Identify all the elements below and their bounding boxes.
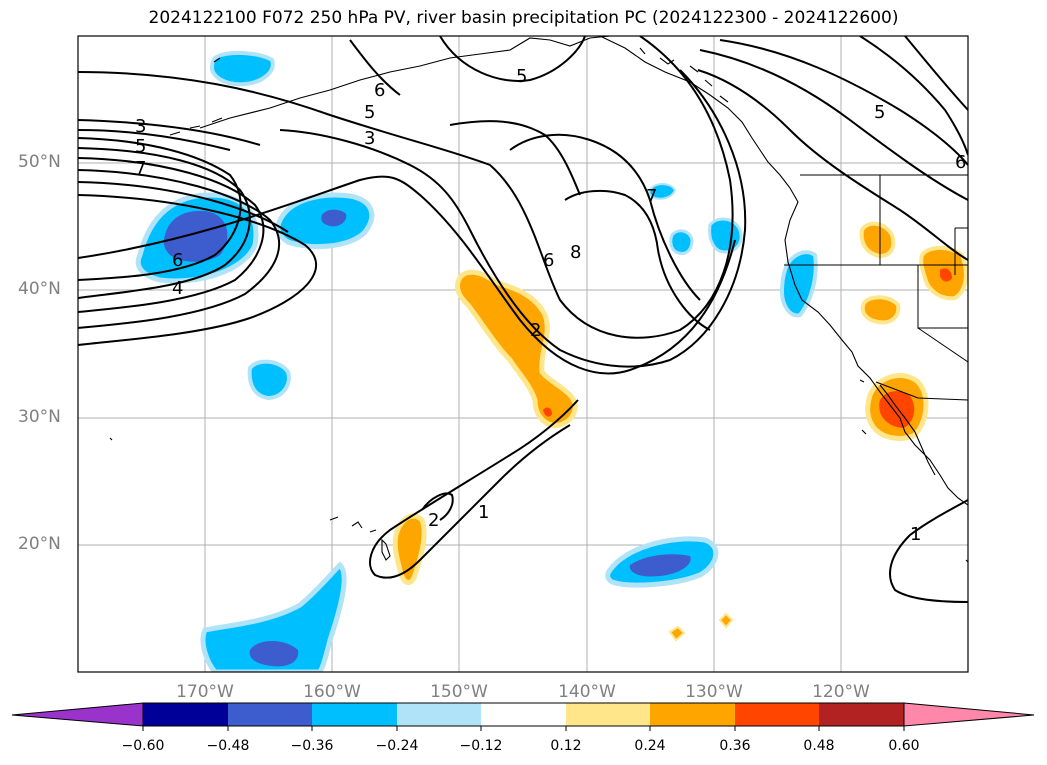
contour-label: 2 bbox=[428, 510, 439, 531]
colorbar-tick-label: −0.60 bbox=[121, 738, 165, 754]
colorbar-tick-label: 0.60 bbox=[888, 738, 920, 754]
contour-labels: 3 5 7 6 4 6 5 3 6 5 5 8 6 7 2 1 2 1 bbox=[135, 66, 966, 545]
contour-label: 6 bbox=[543, 250, 554, 271]
colorbar-tick-label: −0.48 bbox=[206, 738, 250, 754]
contour-label: 7 bbox=[646, 186, 657, 207]
lon-label: 140°W bbox=[558, 682, 616, 702]
contour-label: 3 bbox=[135, 116, 146, 137]
contour-label: 5 bbox=[516, 66, 527, 87]
contour-label: 5 bbox=[874, 102, 885, 123]
contour-label: 4 bbox=[172, 278, 183, 299]
colorbar-segment bbox=[819, 703, 904, 726]
map-plot-area: 3 5 7 6 4 6 5 3 6 5 5 8 6 7 2 1 2 1 bbox=[78, 36, 968, 672]
colorbar bbox=[11, 702, 1035, 731]
map-frame bbox=[77, 35, 969, 673]
colorbar-segment bbox=[735, 703, 819, 726]
coastlines bbox=[109, 36, 968, 563]
colorbar-segment bbox=[312, 703, 397, 726]
contour-label: 6 bbox=[955, 152, 966, 173]
colorbar-segment bbox=[397, 703, 481, 726]
lon-label: 170°W bbox=[176, 682, 234, 702]
contour-label: 5 bbox=[364, 102, 375, 123]
colorbar-tick-label: 0.24 bbox=[634, 738, 666, 754]
contour-label: 2 bbox=[530, 320, 541, 341]
colorbar-segment bbox=[481, 703, 566, 726]
lon-label: 120°W bbox=[812, 682, 870, 702]
colorbar-tick-label: 0.36 bbox=[719, 738, 751, 754]
colorbar-min-extension bbox=[11, 702, 144, 727]
contour-label: 1 bbox=[910, 524, 921, 545]
lat-label: 30°N bbox=[18, 407, 61, 427]
colorbar-segment bbox=[566, 703, 650, 726]
colorbar-tick-label: 0.12 bbox=[550, 738, 582, 754]
negative-pc-shading bbox=[135, 51, 818, 672]
contour-label: 6 bbox=[374, 80, 385, 101]
colorbar-tick-label: −0.36 bbox=[290, 738, 334, 754]
map-title: 2024122100 F072 250 hPa PV, river basin … bbox=[148, 8, 899, 28]
contour-label: 8 bbox=[570, 242, 581, 263]
colorbar-segment bbox=[650, 703, 735, 726]
colorbar-segment bbox=[143, 703, 228, 726]
contour-label: 7 bbox=[135, 158, 146, 179]
contour-label: 3 bbox=[364, 128, 375, 149]
contour-label: 5 bbox=[135, 136, 146, 157]
pv-contours bbox=[78, 36, 968, 603]
colorbar-max-extension bbox=[903, 702, 1035, 727]
colorbar-tick-label: 0.48 bbox=[803, 738, 835, 754]
lat-label: 40°N bbox=[18, 279, 61, 299]
lat-label: 50°N bbox=[18, 152, 61, 172]
lat-label: 20°N bbox=[18, 534, 61, 554]
graticule bbox=[78, 36, 968, 672]
contour-label: 1 bbox=[478, 502, 489, 523]
lon-label: 160°W bbox=[303, 682, 361, 702]
colorbar-segment bbox=[228, 703, 312, 726]
lon-label: 130°W bbox=[685, 682, 743, 702]
contour-label: 6 bbox=[172, 250, 183, 271]
lon-label: 150°W bbox=[430, 682, 488, 702]
colorbar-tick-label: −0.12 bbox=[459, 738, 503, 754]
colorbar-tick-label: −0.24 bbox=[375, 738, 419, 754]
